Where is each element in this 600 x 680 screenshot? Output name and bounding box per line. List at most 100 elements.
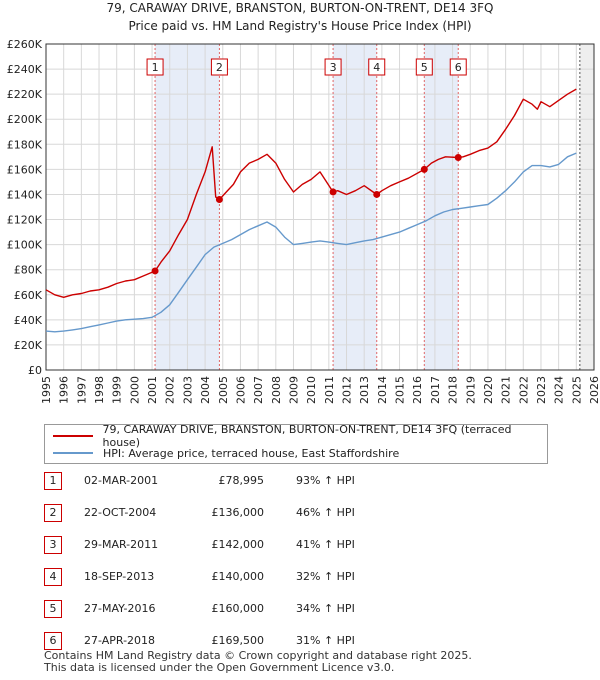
sale-price: £160,000 — [211, 602, 265, 615]
sale-price: £136,000 — [211, 506, 265, 519]
chart-legend: 79, CARAWAY DRIVE, BRANSTON, BURTON-ON-T… — [44, 423, 548, 464]
x-tick-label: 2018 — [447, 376, 460, 404]
y-tick-label: £0 — [28, 364, 42, 377]
footer-licence: This data is licensed under the Open Gov… — [44, 661, 395, 674]
sale-hpi-change: 31% ↑ HPI — [296, 634, 355, 647]
sale-number-badge: 5 — [44, 600, 62, 618]
y-tick-label: £40K — [14, 314, 43, 327]
x-tick-label: 2005 — [217, 376, 230, 404]
y-tick-label: £240K — [7, 63, 43, 76]
x-tick-label: 2023 — [535, 376, 548, 404]
x-tick-label: 2014 — [376, 376, 389, 404]
sale-date: 18-SEP-2013 — [84, 570, 155, 583]
x-tick-label: 2015 — [394, 376, 407, 404]
sale-price: £140,000 — [211, 570, 265, 583]
sale-hpi-change: 41% ↑ HPI — [296, 538, 355, 551]
sale-label-text: 2 — [216, 61, 223, 74]
legend-label-property: 79, CARAWAY DRIVE, BRANSTON, BURTON-ON-T… — [102, 423, 512, 449]
x-tick-label: 2004 — [199, 376, 212, 404]
x-tick-label: 2012 — [341, 376, 354, 404]
y-tick-label: £120K — [7, 214, 43, 227]
chart-title: 79, CARAWAY DRIVE, BRANSTON, BURTON-ON-T… — [107, 1, 494, 15]
sale-number-badge: 1 — [44, 472, 62, 490]
plot-background — [46, 44, 594, 370]
sale-date: 02-MAR-2001 — [84, 474, 159, 487]
x-tick-label: 2011 — [323, 376, 336, 404]
x-tick-label: 1995 — [40, 376, 53, 404]
sale-number-badge: 4 — [44, 568, 62, 586]
x-tick-label: 1997 — [75, 376, 88, 404]
y-tick-label: £200K — [7, 113, 43, 126]
y-tick-label: £20K — [14, 339, 43, 352]
x-tick-label: 2009 — [287, 376, 300, 404]
sale-date: 29-MAR-2011 — [84, 538, 159, 551]
y-tick-label: £260K — [7, 38, 43, 51]
sale-point — [151, 267, 159, 275]
sale-label-text: 6 — [455, 61, 462, 74]
sale-label-text: 1 — [152, 61, 159, 74]
sale-date: 27-APR-2018 — [84, 634, 156, 647]
x-tick-label: 2002 — [164, 376, 177, 404]
chart-subtitle: Price paid vs. HM Land Registry's House … — [128, 19, 471, 33]
x-tick-label: 1998 — [93, 376, 106, 404]
x-tick-label: 2006 — [234, 376, 247, 404]
sale-point — [215, 195, 223, 203]
table-row: 5 27-MAY-2016 £160,000 34% ↑ HPI — [44, 598, 444, 618]
x-tick-label: 2008 — [270, 376, 283, 404]
sale-point — [329, 188, 337, 196]
x-tick-label: 2019 — [464, 376, 477, 404]
sale-date: 22-OCT-2004 — [84, 506, 157, 519]
legend-swatch-property — [53, 435, 93, 437]
sale-hpi-change: 93% ↑ HPI — [296, 474, 355, 487]
table-row: 6 27-APR-2018 £169,500 31% ↑ HPI — [44, 630, 444, 650]
sale-label-text: 3 — [330, 61, 337, 74]
x-tick-label: 2000 — [128, 376, 141, 404]
y-tick-label: £140K — [7, 188, 43, 201]
table-row: 3 29-MAR-2011 £142,000 41% ↑ HPI — [44, 534, 444, 554]
sale-point — [420, 165, 428, 173]
table-row: 4 18-SEP-2013 £140,000 32% ↑ HPI — [44, 566, 444, 586]
legend-item-property: 79, CARAWAY DRIVE, BRANSTON, BURTON-ON-T… — [53, 423, 547, 449]
sale-price: £169,500 — [211, 634, 265, 647]
x-tick-label: 2016 — [411, 376, 424, 404]
y-tick-label: £60K — [14, 289, 43, 302]
price-chart: 79, CARAWAY DRIVE, BRANSTON, BURTON-ON-T… — [7, 1, 600, 404]
x-tick-label: 2003 — [181, 376, 194, 404]
y-tick-label: £220K — [7, 88, 43, 101]
x-tick-label: 2024 — [553, 376, 566, 404]
sale-number-badge: 3 — [44, 536, 62, 554]
sale-period-shade — [333, 44, 377, 370]
x-tick-label: 1996 — [58, 376, 71, 404]
sale-label-box — [324, 58, 342, 76]
x-tick-label: 2026 — [588, 376, 600, 404]
x-tick-label: 1999 — [111, 376, 124, 404]
sale-point — [454, 153, 462, 161]
plot-frame — [45, 43, 595, 371]
x-tick-label: 2010 — [305, 376, 318, 404]
y-tick-label: £100K — [7, 239, 43, 252]
legend-label-hpi: HPI: Average price, terraced house, East… — [103, 446, 400, 460]
x-tick-label: 2007 — [252, 376, 265, 404]
footer-copyright: Contains HM Land Registry data © Crown c… — [44, 649, 472, 662]
sale-price: £78,995 — [218, 474, 265, 487]
sale-hpi-change: 34% ↑ HPI — [296, 602, 355, 615]
sale-hpi-change: 32% ↑ HPI — [296, 570, 355, 583]
legend-swatch-hpi — [53, 452, 93, 454]
future-shade — [579, 44, 594, 370]
sale-number-badge: 6 — [44, 632, 62, 650]
series-line-property — [45, 88, 577, 298]
sale-hpi-change: 46% ↑ HPI — [296, 506, 355, 519]
y-tick-label: £80K — [14, 264, 43, 277]
sale-date: 27-MAY-2016 — [84, 602, 156, 615]
x-tick-label: 2022 — [517, 376, 530, 404]
y-tick-label: £160K — [7, 163, 43, 176]
sale-label-text: 4 — [373, 61, 380, 74]
legend-item-hpi: HPI: Average price, terraced house, East… — [53, 445, 399, 461]
sale-price: £142,000 — [211, 538, 265, 551]
table-row: 2 22-OCT-2004 £136,000 46% ↑ HPI — [44, 502, 444, 522]
x-tick-label: 2021 — [500, 376, 513, 404]
sale-period-shade — [424, 44, 459, 370]
table-row: 1 02-MAR-2001 £78,995 93% ↑ HPI — [44, 470, 444, 490]
sale-number-badge: 2 — [44, 504, 62, 522]
sale-label-text: 5 — [421, 61, 428, 74]
